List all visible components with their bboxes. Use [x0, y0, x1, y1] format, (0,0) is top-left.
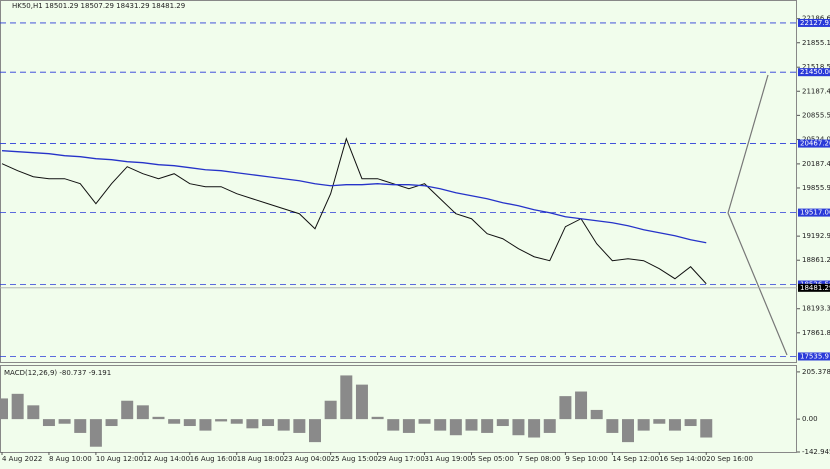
- series-line: [1, 137, 707, 285]
- macd-bar: [121, 400, 134, 420]
- macd-bar: [528, 419, 541, 438]
- x-tick-label: 16 Aug 16:00: [190, 455, 237, 463]
- x-tick-label: 29 Aug 17:00: [378, 455, 425, 463]
- macd-bar: [246, 419, 259, 429]
- macd-bar: [684, 419, 697, 427]
- macd-bar: [371, 416, 384, 420]
- x-tick-label: 23 Aug 04:00: [284, 455, 331, 463]
- macd-bar: [11, 393, 24, 420]
- y-tick-label: 18861.20: [802, 256, 830, 264]
- macd-bar: [512, 419, 525, 436]
- x-tick-label: 8 Aug 10:00: [49, 455, 92, 463]
- series-line: [1, 150, 707, 244]
- y-tick-label: 21855.15: [802, 39, 830, 47]
- macd-bar: [465, 419, 478, 431]
- level-label: 22127.93: [800, 19, 830, 27]
- macd-bar: [262, 419, 275, 427]
- macd-bar: [136, 405, 149, 420]
- macd-bar: [324, 400, 337, 420]
- x-tick-label: 10 Aug 12:00: [96, 455, 143, 463]
- projection-up: [727, 74, 769, 214]
- level-label-box: [798, 208, 830, 217]
- macd-bar: [309, 419, 321, 443]
- level-label-box: [798, 139, 830, 148]
- macd-bar: [543, 419, 556, 433]
- y-tick-label: 20524.00: [802, 135, 830, 143]
- macd-bar: [340, 375, 353, 420]
- macd-bar: [668, 419, 681, 431]
- macd-bar: [622, 419, 634, 443]
- y-tick-label: 19855.90: [802, 184, 830, 192]
- x-tick-label: 25 Aug 15:00: [331, 455, 378, 463]
- macd-bar: [27, 405, 40, 420]
- macd-bar: [58, 419, 71, 424]
- macd-bar: [355, 384, 368, 420]
- level-label-box: [798, 18, 830, 27]
- macd-bar: [434, 419, 447, 431]
- macd-bar: [449, 419, 462, 436]
- macd-bar: [105, 419, 118, 427]
- macd-bar: [89, 419, 102, 447]
- x-tick-label: 5 Sep 05:00: [472, 455, 514, 463]
- macd-bar: [183, 419, 196, 427]
- x-tick-label: 9 Sep 10:00: [565, 455, 607, 463]
- macd-bar: [496, 419, 509, 427]
- y-tick-label: 22186.60: [802, 15, 830, 23]
- y-tick-label: -142.945: [802, 448, 830, 456]
- y-tick-label: 19192.90: [802, 232, 830, 240]
- current-price-label: 18481.29: [800, 284, 830, 292]
- macd-bar: [168, 419, 181, 424]
- y-tick-label: 17861.80: [802, 329, 830, 337]
- macd-panel: [0, 365, 797, 453]
- macd-bar: [481, 419, 494, 433]
- y-tick-label: 0.00: [802, 415, 818, 423]
- x-tick-label: 4 Aug 2022: [2, 455, 42, 463]
- macd-bar: [559, 396, 572, 420]
- x-tick-label: 18 Aug 18:00: [237, 455, 284, 463]
- y-tick-label: 21187.40: [802, 87, 830, 95]
- level-label-box: [798, 68, 830, 77]
- x-tick-label: 7 Sep 08:00: [518, 455, 560, 463]
- y-tick-label: 205.378: [802, 368, 830, 376]
- x-tick-label: 12 Aug 14:00: [143, 455, 190, 463]
- macd-bar: [74, 419, 87, 433]
- projection-down: [727, 212, 788, 356]
- level-label-box: [798, 352, 830, 361]
- macd-title: MACD(12,26,9) -80.737 -9.191: [4, 369, 111, 377]
- macd-bar: [277, 419, 290, 431]
- x-tick-label: 16 Sep 14:00: [659, 455, 706, 463]
- current-price-box: [798, 283, 830, 292]
- main-panel: [0, 0, 797, 363]
- x-tick-label: 31 Aug 19:00: [425, 455, 472, 463]
- x-tick-label: 20 Sep 16:00: [706, 455, 753, 463]
- macd-bar: [575, 391, 588, 420]
- y-tick-label: 18193.30: [802, 305, 830, 313]
- macd-bar: [293, 419, 306, 433]
- x-tick-label: 14 Sep 12:00: [612, 455, 659, 463]
- macd-bar: [418, 419, 431, 424]
- y-tick-label: 20187.40: [802, 160, 830, 168]
- y-tick-label: 20855.50: [802, 111, 830, 119]
- level-label: 19517.00: [800, 209, 830, 217]
- macd-bar: [637, 419, 650, 431]
- macd-bar: [42, 419, 55, 427]
- macd-bar: [215, 419, 228, 422]
- macd-bar: [0, 398, 8, 420]
- macd-bar: [653, 419, 666, 424]
- macd-bar: [199, 419, 212, 431]
- macd-bar: [402, 419, 415, 433]
- macd-bar: [700, 419, 713, 438]
- macd-bar: [230, 419, 243, 424]
- level-label: 17535.97: [800, 352, 830, 360]
- level-label: 21450.00: [800, 68, 830, 76]
- y-tick-label: 21518.50: [802, 63, 830, 71]
- macd-bar: [387, 419, 400, 431]
- level-label: 20467.20: [800, 140, 830, 148]
- chart-title: HK50,H1 18501.29 18507.29 18431.29 18481…: [12, 2, 185, 10]
- macd-bar: [606, 419, 619, 433]
- macd-bar: [590, 409, 603, 420]
- macd-bar: [152, 416, 165, 420]
